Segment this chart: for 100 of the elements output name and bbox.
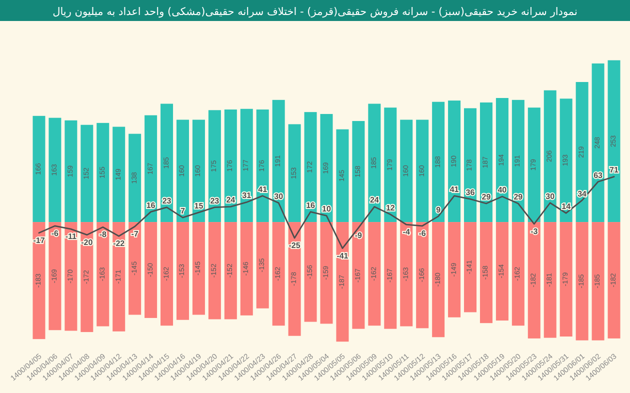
bar	[32, 222, 46, 340]
bar	[544, 222, 556, 338]
chart-title: نمودار سرانه خرید حقیقی(سبز) - سرانه فروش حقیقی(قرمز) - اختلاف سرانه حقیقی(مشکی) واحد اعداد به میلیون ریال	[52, 6, 578, 18]
data-label: -6	[51, 228, 60, 238]
bar	[256, 110, 269, 222]
data-label: -6	[418, 228, 426, 238]
data-label: -9	[354, 230, 363, 240]
bar	[144, 115, 158, 222]
bar	[288, 124, 301, 222]
bar	[560, 98, 572, 222]
bar	[224, 222, 237, 320]
bar	[32, 116, 46, 222]
bar	[272, 222, 285, 326]
bar	[144, 222, 158, 318]
data-label: -11	[65, 232, 78, 242]
bar	[464, 222, 477, 312]
bar	[608, 222, 620, 338]
data-label: 41	[258, 184, 268, 194]
bar	[400, 222, 413, 326]
bar	[432, 102, 445, 222]
bar	[176, 222, 189, 320]
bar	[336, 222, 349, 342]
data-label: 14	[562, 202, 572, 212]
bar	[496, 222, 508, 321]
data-label: -22	[113, 239, 126, 248]
bar	[384, 108, 397, 222]
bar	[64, 120, 78, 222]
bar	[272, 100, 285, 222]
bar	[576, 82, 588, 222]
bar	[304, 222, 317, 322]
bar	[448, 222, 461, 318]
bar	[416, 222, 429, 328]
data-label: -20	[81, 238, 94, 247]
bar	[160, 222, 174, 326]
data-label: 41	[450, 184, 460, 194]
data-label: 24	[226, 196, 236, 205]
bar	[80, 222, 94, 332]
data-label: 23	[162, 196, 172, 206]
data-label: 16	[146, 200, 156, 210]
bar	[128, 134, 142, 222]
data-label: 24	[370, 196, 380, 205]
bar	[240, 108, 253, 222]
bar	[528, 222, 540, 338]
bar	[112, 126, 126, 222]
bar	[320, 222, 333, 324]
bar	[64, 222, 78, 331]
bar	[336, 129, 349, 222]
data-label: 34	[578, 189, 588, 198]
data-label: 12	[386, 203, 396, 212]
data-label: 36	[466, 188, 476, 198]
bar	[528, 108, 540, 222]
bar	[112, 222, 126, 332]
bar	[576, 222, 588, 340]
bar	[448, 100, 461, 222]
data-label: -7	[131, 230, 139, 239]
bar	[592, 222, 604, 340]
data-label: -17	[33, 236, 46, 245]
bar	[416, 120, 429, 222]
bar	[352, 222, 365, 329]
bar	[368, 104, 381, 222]
bar	[48, 118, 62, 222]
bar	[384, 222, 397, 329]
bar	[464, 108, 477, 222]
data-label: 63	[594, 170, 604, 180]
data-label: 30	[274, 192, 284, 201]
data-label: 9	[436, 205, 442, 214]
bar	[176, 120, 189, 222]
bar	[320, 114, 333, 222]
bar	[224, 110, 237, 222]
bar	[480, 102, 492, 222]
bar	[544, 90, 556, 222]
bar	[480, 222, 492, 324]
bar	[400, 120, 413, 222]
bar	[512, 222, 524, 326]
data-label: 40	[498, 185, 508, 194]
bar	[592, 63, 604, 222]
data-label: -25	[288, 241, 301, 250]
bar	[496, 98, 508, 222]
bar	[560, 222, 572, 337]
bar	[208, 222, 221, 320]
data-label: 29	[514, 192, 524, 202]
bar	[432, 222, 445, 338]
bar	[192, 120, 205, 222]
data-label: 15	[194, 201, 204, 210]
bar	[256, 222, 269, 308]
data-label: -3	[530, 226, 538, 236]
data-label: -41	[336, 251, 349, 260]
data-label: 30	[546, 192, 556, 201]
bar	[208, 110, 221, 222]
data-label: 7	[180, 206, 186, 216]
data-label: -8	[99, 230, 107, 240]
bar	[512, 100, 524, 222]
bar	[80, 124, 94, 222]
bar	[304, 112, 317, 222]
bar	[96, 122, 110, 222]
bar	[368, 222, 381, 326]
bar	[192, 222, 205, 315]
data-label: 23	[210, 196, 220, 206]
data-label: 16	[306, 200, 316, 210]
data-label: 29	[482, 192, 492, 202]
